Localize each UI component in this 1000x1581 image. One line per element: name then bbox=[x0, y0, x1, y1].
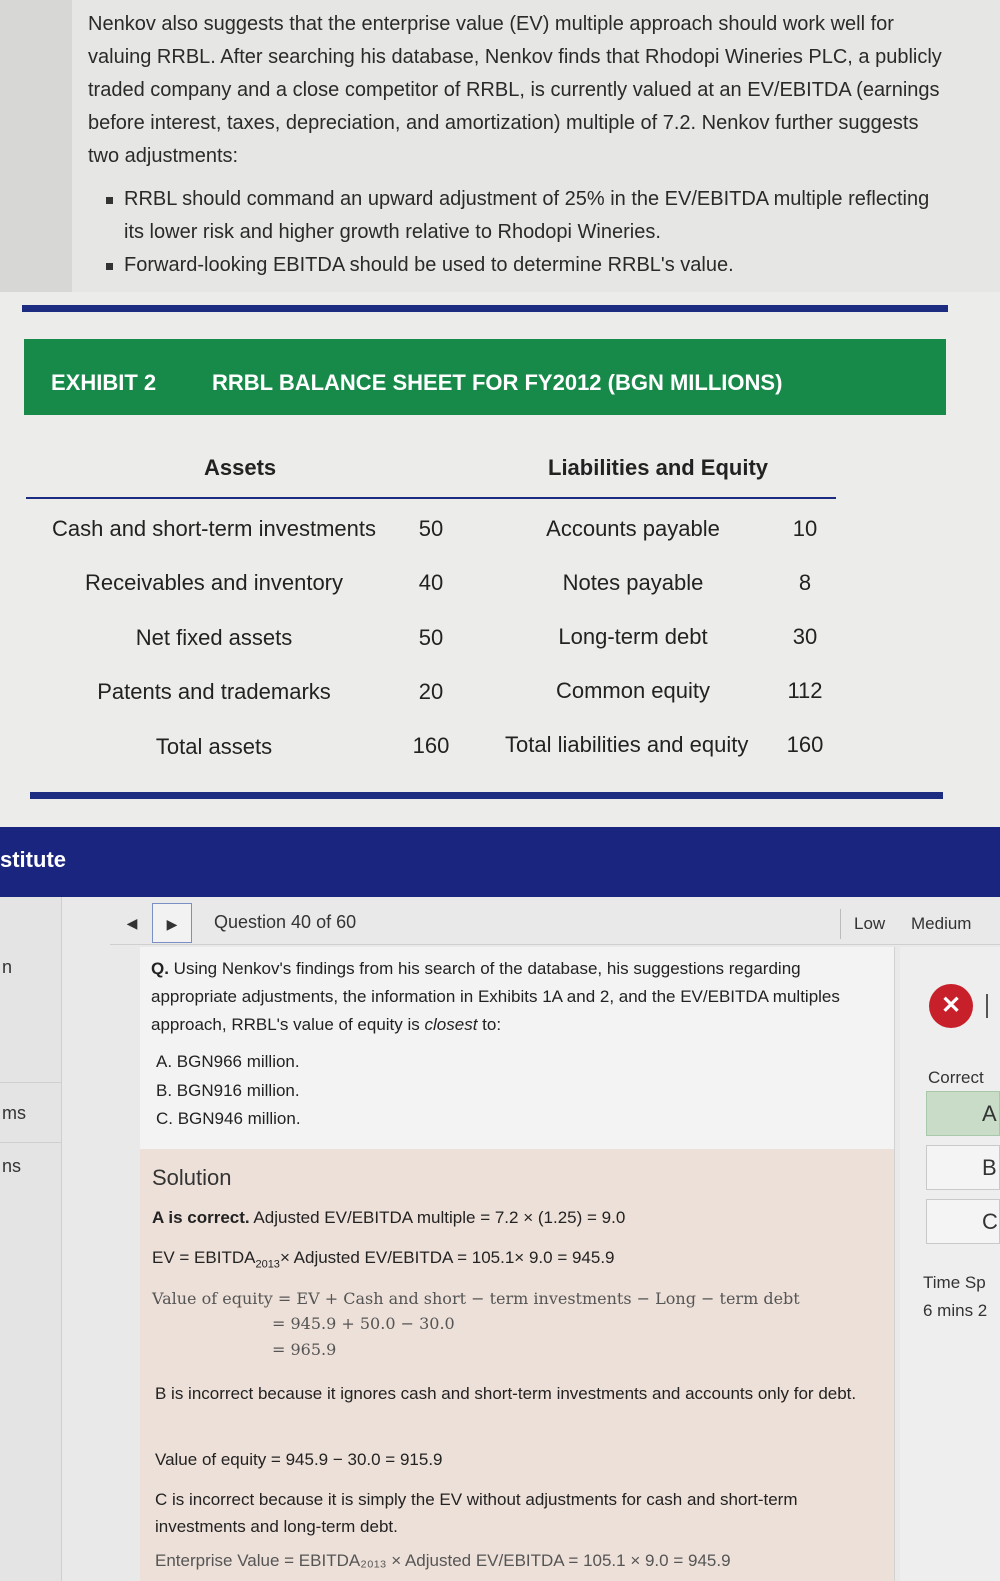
asset-value: 50 bbox=[418, 516, 444, 541]
sidebar-divider bbox=[0, 1082, 62, 1083]
solution-panel: Solution A is correct. Adjusted EV/EBITD… bbox=[140, 1149, 895, 1581]
equity-formula-line1: Value of equity = EV + Cash and short − … bbox=[152, 1289, 800, 1308]
time-spent-label: Time Sp bbox=[923, 1273, 986, 1292]
liability-label: Common equity bbox=[555, 678, 711, 703]
exhibit-bottom-rule bbox=[30, 792, 943, 799]
liability-label: Accounts payable bbox=[546, 516, 720, 541]
asset-value: 20 bbox=[418, 679, 444, 704]
institute-header-bar: stitute bbox=[0, 827, 1000, 897]
exhibit-number: EXHIBIT 2 bbox=[51, 370, 157, 395]
results-panel: ✕ Correct A B C Time Sp 6 mins 2 bbox=[900, 947, 1000, 1581]
passage-bullets: RRBL should command an upward adjustment… bbox=[88, 183, 948, 282]
sidebar-item[interactable]: ns bbox=[2, 1156, 22, 1176]
passage-section: Nenkov also suggests that the enterprise… bbox=[0, 0, 1000, 292]
exhibit-2: EXHIBIT 2 RRBL BALANCE SHEET FOR FY2012 … bbox=[0, 292, 1000, 827]
asset-label: Receivables and inventory bbox=[84, 570, 344, 595]
sidebar-divider bbox=[0, 1142, 62, 1143]
exhibit-title: RRBL BALANCE SHEET FOR FY2012 (BGN MILLI… bbox=[212, 370, 783, 395]
exhibit-header: EXHIBIT 2 RRBL BALANCE SHEET FOR FY2012 … bbox=[24, 339, 946, 415]
asset-label: Net fixed assets bbox=[135, 625, 293, 650]
solution-a-line: A is correct. Adjusted EV/EBITDA multipl… bbox=[152, 1208, 625, 1228]
answer-b-result[interactable]: B bbox=[926, 1145, 1000, 1190]
passage-paragraph: Nenkov also suggests that the enterprise… bbox=[88, 13, 942, 167]
left-sidebar: n ms ns bbox=[0, 897, 62, 1581]
liabilities-header: Liabilities and Equity bbox=[548, 455, 769, 480]
asset-value: 160 bbox=[412, 733, 450, 758]
ev-formula-rest: × Adjusted EV/EBITDA = 105.1× 9.0 = 945.… bbox=[279, 1248, 615, 1267]
assets-header: Assets bbox=[204, 455, 277, 480]
liability-label: Total liabilities and equity bbox=[505, 732, 749, 757]
question-app: n ms ns ◀ ▶ Question 40 of 60 Low Medium… bbox=[0, 897, 1000, 1581]
question-prefix: Q. bbox=[151, 959, 169, 978]
asset-value: 50 bbox=[418, 625, 444, 650]
exhibit-top-rule bbox=[22, 305, 948, 312]
asset-label: Patents and trademarks bbox=[97, 679, 331, 704]
question-text: Q. Using Nenkov's findings from his sear… bbox=[151, 955, 881, 1039]
sidebar-item[interactable]: n bbox=[2, 957, 13, 977]
question-toolbar: ◀ ▶ Question 40 of 60 Low Medium bbox=[110, 901, 1000, 945]
time-spent-value: 6 mins 2 bbox=[923, 1301, 988, 1320]
bullet-icon bbox=[106, 197, 113, 204]
previous-question-button[interactable]: ◀ bbox=[126, 915, 138, 931]
liability-label: Long-term debt bbox=[558, 624, 708, 649]
next-question-button[interactable]: ▶ bbox=[152, 903, 192, 943]
bullet-text: RRBL should command an upward adjustment… bbox=[124, 188, 930, 243]
ev-formula-subscript: 2013 bbox=[255, 1258, 280, 1271]
question-body-end: to: bbox=[477, 1015, 502, 1034]
a-correct-label: A is correct. bbox=[152, 1208, 250, 1227]
b-equity-value: Value of equity = 945.9 − 30.0 = 915.9 bbox=[155, 1450, 443, 1469]
bullet-text: Forward-looking EBITDA should be used to… bbox=[124, 254, 734, 276]
passage-text: Nenkov also suggests that the enterprise… bbox=[88, 8, 948, 282]
difficulty-low-button[interactable]: Low bbox=[854, 914, 886, 933]
correct-answer-label: Correct bbox=[928, 1068, 984, 1087]
equity-formula-line2: = 945.9 + 50.0 − 30.0 bbox=[272, 1314, 455, 1333]
toolbar-divider bbox=[840, 909, 841, 939]
question-emphasis: closest bbox=[424, 1015, 478, 1034]
asset-label: Cash and short-term investments bbox=[51, 516, 377, 541]
liability-value: 8 bbox=[798, 570, 812, 595]
passage-bullet: Forward-looking EBITDA should be used to… bbox=[106, 249, 948, 282]
liability-value: 160 bbox=[786, 732, 824, 757]
c-ev-formula-partial: Enterprise Value = EBITDA₂₀₁₃ × Adjusted… bbox=[155, 1551, 731, 1570]
liability-value: 10 bbox=[792, 516, 818, 541]
c-incorrect-explanation: C is incorrect because it is simply the … bbox=[155, 1490, 798, 1536]
answer-option-c[interactable]: C. BGN946 million. bbox=[156, 1109, 301, 1128]
answer-option-b[interactable]: B. BGN916 million. bbox=[156, 1081, 300, 1100]
result-text bbox=[986, 994, 988, 1018]
solution-title: Solution bbox=[152, 1165, 232, 1190]
answer-a-result[interactable]: A bbox=[926, 1091, 1000, 1136]
column-header-rule bbox=[26, 497, 836, 499]
ev-formula: EV = EBITDA2013× Adjusted EV/EBITDA = 10… bbox=[152, 1248, 615, 1270]
difficulty-medium-button[interactable]: Medium bbox=[911, 914, 972, 933]
ev-formula-prefix: EV = EBITDA bbox=[152, 1248, 256, 1267]
answer-c-result[interactable]: C bbox=[926, 1199, 1000, 1244]
sidebar-item[interactable]: ms bbox=[2, 1103, 26, 1123]
answer-option-a[interactable]: A. BGN966 million. bbox=[156, 1052, 300, 1071]
liability-value: 112 bbox=[787, 678, 823, 703]
question-counter: Question 40 of 60 bbox=[214, 912, 357, 932]
b-incorrect-explanation: B is incorrect because it ignores cash a… bbox=[155, 1384, 857, 1403]
passage-bullet: RRBL should command an upward adjustment… bbox=[106, 183, 948, 249]
bullet-icon bbox=[106, 263, 113, 270]
equity-formula-line3: = 965.9 bbox=[272, 1340, 337, 1359]
a-correct-text: Adjusted EV/EBITDA multiple = 7.2 × (1.2… bbox=[249, 1208, 626, 1227]
asset-label: Total assets bbox=[155, 734, 273, 759]
institute-title: stitute bbox=[0, 847, 66, 872]
passage-left-margin bbox=[0, 0, 72, 292]
liability-label: Notes payable bbox=[562, 570, 704, 595]
incorrect-x-icon: ✕ bbox=[929, 984, 973, 1028]
liability-value: 30 bbox=[792, 624, 818, 649]
question-body: Using Nenkov's findings from his search … bbox=[151, 959, 840, 1034]
asset-value: 40 bbox=[418, 570, 444, 595]
